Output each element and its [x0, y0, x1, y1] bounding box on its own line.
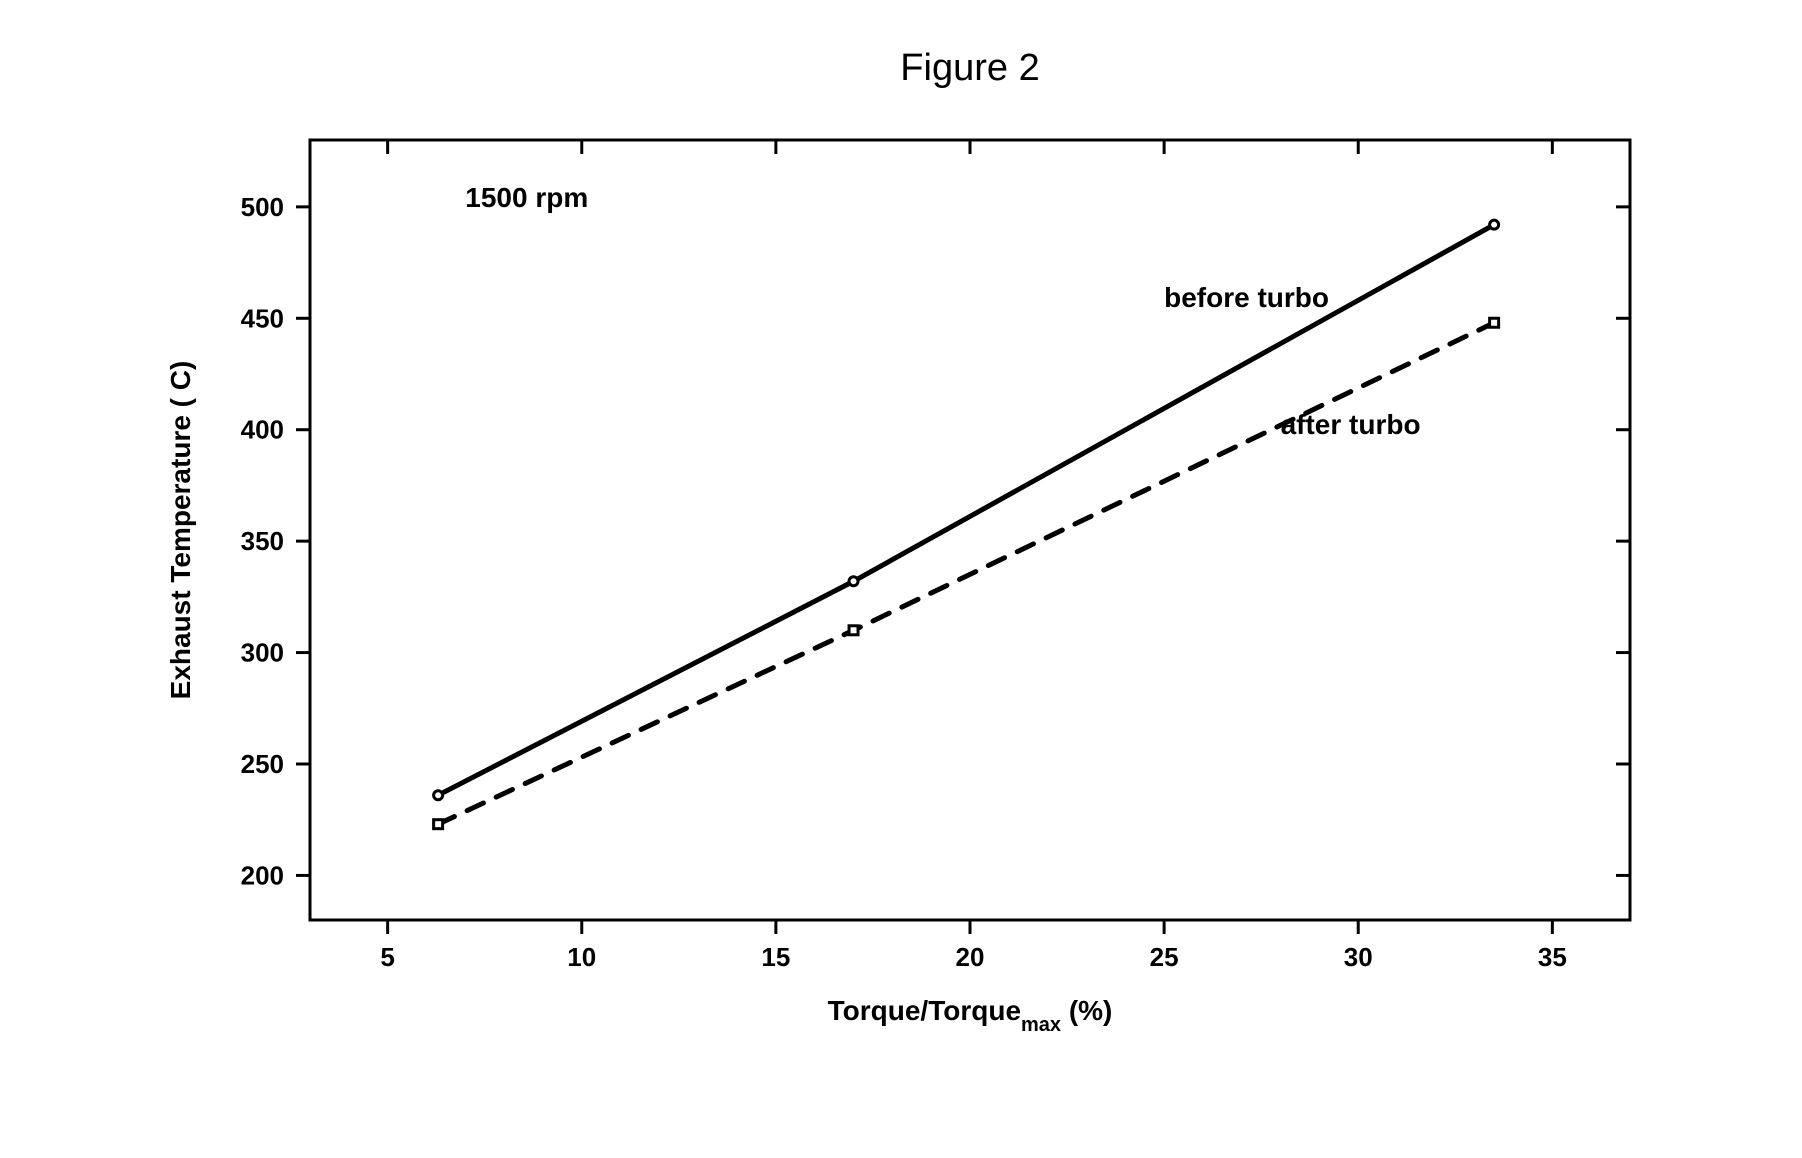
marker-circle [1490, 220, 1499, 229]
x-tick-label: 15 [761, 942, 790, 972]
chart-title: Figure 2 [900, 47, 1039, 89]
x-tick-label: 5 [380, 942, 394, 972]
marker-circle [849, 577, 858, 586]
y-tick-label: 200 [241, 860, 284, 890]
y-tick-label: 500 [241, 192, 284, 222]
y-tick-label: 400 [241, 415, 284, 445]
marker-square [849, 626, 858, 635]
y-tick-label: 300 [241, 638, 284, 668]
x-tick-label: 10 [567, 942, 596, 972]
annotation-rpm: 1500 rpm [465, 182, 588, 213]
x-axis-label: Torque/Torquemax (%) [828, 995, 1113, 1036]
x-tick-label: 25 [1150, 942, 1179, 972]
series-label-before-turbo: before turbo [1164, 282, 1329, 313]
marker-square [434, 820, 443, 829]
chart-container: Figure 2 5 10 15 20 25 30 35 200 250 300 350 400 450 5… [0, 0, 1802, 1158]
y-tick-label: 350 [241, 526, 284, 556]
marker-square [1490, 318, 1499, 327]
series-label-after-turbo: after turbo [1281, 409, 1421, 440]
x-tick-label: 35 [1538, 942, 1567, 972]
y-axis-label: Exhaust Temperature ( C) [165, 361, 196, 700]
x-tick-label: 20 [956, 942, 985, 972]
y-tick-label: 250 [241, 749, 284, 779]
x-tick-label: 30 [1344, 942, 1373, 972]
chart-svg: Figure 2 5 10 15 20 25 30 35 200 250 300 350 400 450 5… [0, 0, 1802, 1158]
marker-circle [434, 791, 443, 800]
y-tick-label: 450 [241, 303, 284, 333]
